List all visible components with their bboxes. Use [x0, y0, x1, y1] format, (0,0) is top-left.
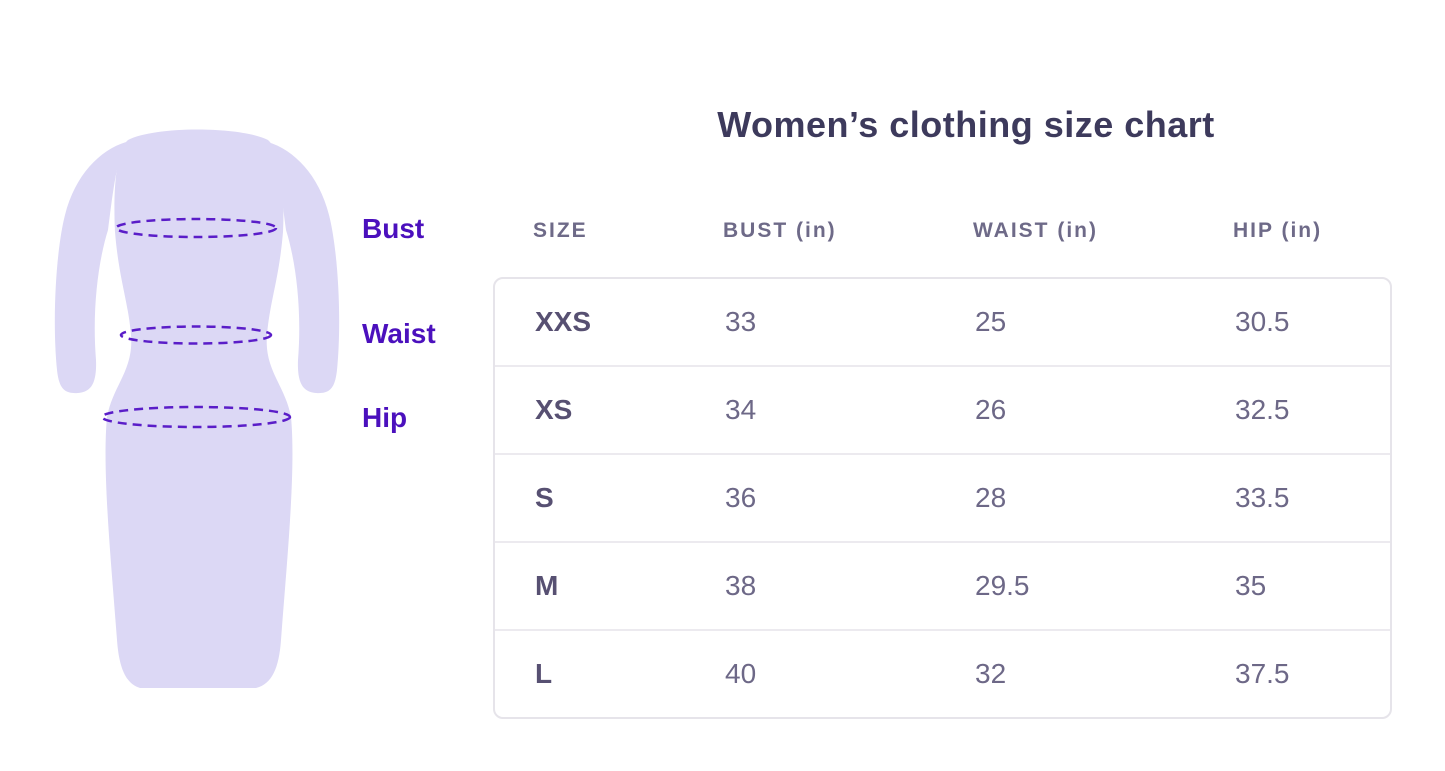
hip-measurement-ellipse — [100, 405, 292, 429]
column-header-size: SIZE — [533, 219, 588, 242]
table-row: L 40 32 37.5 — [495, 629, 1390, 717]
waist-cell: 32 — [975, 658, 1007, 689]
dress-left-sleeve — [54, 142, 126, 394]
hip-cell: 37.5 — [1235, 658, 1290, 689]
bust-cell: 38 — [725, 570, 757, 601]
bust-cell: 34 — [725, 394, 757, 425]
size-cell: L — [535, 658, 553, 689]
dress-illustration — [54, 129, 340, 688]
table-row: XS 34 26 32.5 — [495, 365, 1390, 453]
page-title: Women’s clothing size chart — [717, 104, 1215, 145]
dress-body — [105, 129, 293, 688]
waist-label: Waist — [362, 318, 436, 349]
waist-measurement-ellipse — [119, 325, 273, 345]
column-header-hip: HIP (in) — [1233, 219, 1323, 242]
waist-cell: 25 — [975, 306, 1007, 337]
hip-cell: 33.5 — [1235, 482, 1290, 513]
size-table: XXS 33 25 30.5 XS 34 26 32.5 S 36 28 33.… — [493, 277, 1392, 719]
dress-right-sleeve — [268, 142, 340, 394]
bust-cell: 33 — [725, 306, 757, 337]
size-cell: XS — [535, 394, 573, 425]
bust-label: Bust — [362, 213, 425, 244]
hip-cell: 35 — [1235, 570, 1267, 601]
column-header-bust: BUST (in) — [723, 219, 837, 242]
hip-label: Hip — [362, 402, 408, 433]
bust-cell: 36 — [725, 482, 757, 513]
column-header-waist: WAIST (in) — [973, 219, 1098, 242]
size-cell: S — [535, 482, 554, 513]
bust-measurement-ellipse — [114, 217, 278, 239]
hip-cell: 30.5 — [1235, 306, 1290, 337]
size-cell: M — [535, 570, 559, 601]
size-cell: XXS — [535, 306, 592, 337]
hip-cell: 32.5 — [1235, 394, 1290, 425]
bust-cell: 40 — [725, 658, 757, 689]
table-row: S 36 28 33.5 — [495, 453, 1390, 541]
table-row: M 38 29.5 35 — [495, 541, 1390, 629]
waist-cell: 29.5 — [975, 570, 1030, 601]
table-header: SIZE BUST (in) WAIST (in) HIP (in) — [493, 219, 1392, 243]
table-row: XXS 33 25 30.5 — [495, 279, 1390, 365]
waist-cell: 26 — [975, 394, 1007, 425]
waist-cell: 28 — [975, 482, 1007, 513]
